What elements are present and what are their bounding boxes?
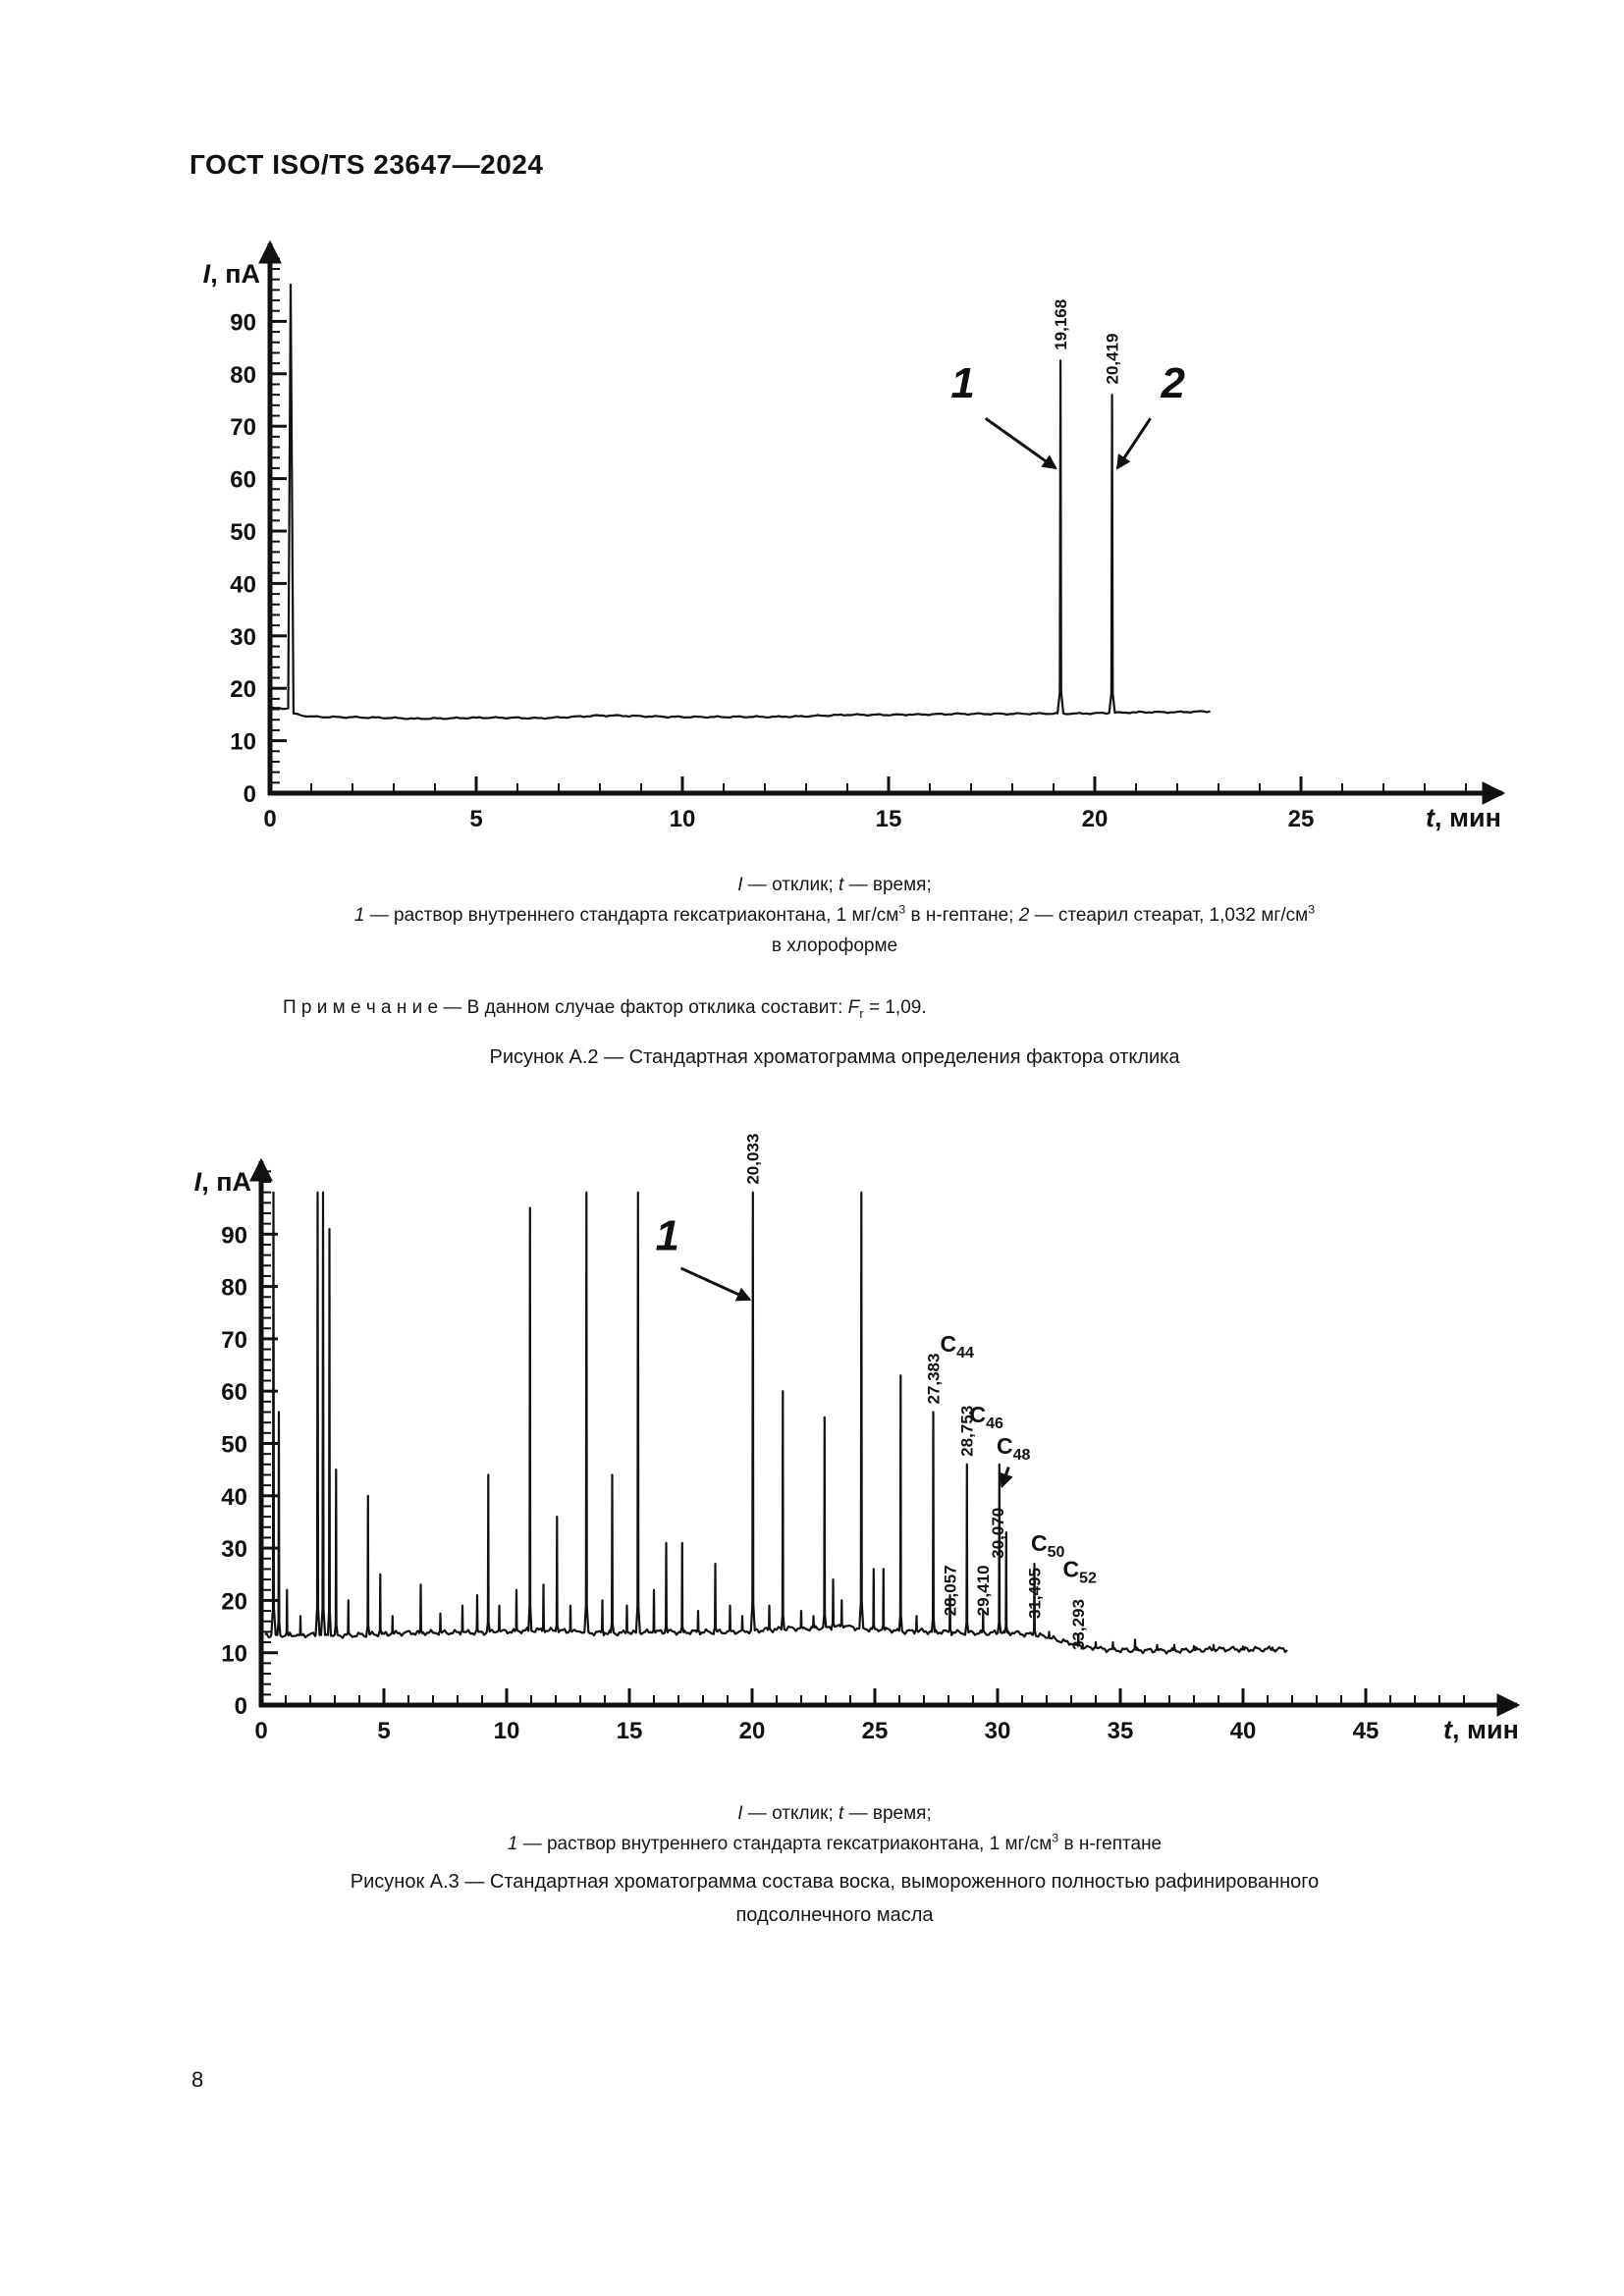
peak-retention-label: 19,168 xyxy=(1052,299,1070,350)
x-tick-label: 20 xyxy=(1082,806,1109,832)
y-tick-label: 80 xyxy=(221,1275,247,1302)
y-tick-label: 80 xyxy=(230,362,256,389)
chromatogram-figure-a2: 0 5 10 15 20 25 0 10 20 30 40 50 60 70 80 90 I, пА t, мин… xyxy=(203,240,1506,832)
x-tick-label: 25 xyxy=(1288,806,1315,832)
x-tick-label: 5 xyxy=(469,806,482,832)
chromatogram-trace xyxy=(269,283,1211,721)
carbon-number-label: C48 xyxy=(997,1433,1031,1464)
x-axis-ticks xyxy=(259,1688,1465,1703)
y-tick-label: 40 xyxy=(221,1484,247,1511)
x-tick-label: 5 xyxy=(377,1718,390,1744)
x-tick-label: 30 xyxy=(985,1718,1011,1744)
legend-line: I — отклик; t — время; xyxy=(737,875,932,895)
chromatogram-figure-a3: 0 5 10 15 20 25 30 35 40 45 0 10 20 30 40 50 60 70 80 90 I, … xyxy=(194,1134,1521,1744)
y-tick-label: 30 xyxy=(230,624,256,651)
figure-a3-caption: Рисунок А.3 — Стандартная хроматограмма … xyxy=(174,1865,1495,1932)
x-tick-label: 35 xyxy=(1108,1718,1134,1744)
annotation-arrow xyxy=(999,1466,1013,1489)
document-header: ГОСТ ISO/TS 23647—2024 xyxy=(189,149,544,180)
legend-line: 1 — раствор внутреннего стандарта гексат… xyxy=(353,902,1316,926)
legend-line: 1 — раствор внутреннего стандарта гексат… xyxy=(507,1831,1163,1854)
chromatogram-trace xyxy=(264,1191,1288,1655)
y-tick-label: 0 xyxy=(235,1693,247,1720)
y-tick-label: 70 xyxy=(230,414,256,441)
x-tick-label: 20 xyxy=(739,1718,766,1744)
y-axis-ticks xyxy=(272,257,287,795)
y-tick-label: 0 xyxy=(244,781,256,808)
x-tick-label: 0 xyxy=(254,1718,267,1744)
figure-a3-caption-line2: подсолнечного масла xyxy=(735,1904,934,1926)
callout-arrow xyxy=(1115,417,1152,470)
y-tick-label: 30 xyxy=(221,1536,247,1563)
y-tick-label: 10 xyxy=(221,1641,247,1668)
legend-line: в хлороформе xyxy=(771,935,898,956)
peak-callout-number: 1 xyxy=(950,359,974,407)
y-tick-label: 20 xyxy=(221,1588,247,1615)
y-tick-label: 10 xyxy=(230,729,256,756)
callout-arrow xyxy=(984,416,1057,470)
legend-line: I — отклик; t — время; xyxy=(737,1803,932,1824)
y-tick-label: 90 xyxy=(230,309,256,336)
x-tick-label: 15 xyxy=(876,806,902,832)
figure-a2-legend: I — отклик; t — время; 1 — раствор внутр… xyxy=(174,870,1495,961)
x-tick-label: 40 xyxy=(1230,1718,1257,1744)
peak-retention-label: 30,070 xyxy=(989,1508,1007,1559)
x-tick-label: 15 xyxy=(617,1718,643,1744)
y-axis-title: I, пА xyxy=(203,259,260,289)
y-tick-label: 20 xyxy=(230,676,256,703)
peak-retention-label: 27,383 xyxy=(925,1354,944,1405)
carbon-number-label: C52 xyxy=(1063,1556,1098,1586)
x-tick-label: 45 xyxy=(1353,1718,1380,1744)
y-tick-label: 90 xyxy=(221,1222,247,1249)
peak-callout-number: 2 xyxy=(1161,359,1186,407)
x-axis-title: t, мин xyxy=(1443,1715,1519,1744)
peak-retention-label: 29,410 xyxy=(974,1565,993,1616)
page-number: 8 xyxy=(191,2067,204,2092)
peak-callout-number: 1 xyxy=(656,1211,679,1259)
peak-retention-label: 20,033 xyxy=(744,1134,763,1185)
y-tick-label: 50 xyxy=(230,519,256,546)
peak-retention-label: 20,419 xyxy=(1104,333,1122,384)
y-axis-ticks xyxy=(263,1170,278,1707)
x-tick-label: 10 xyxy=(494,1718,520,1744)
x-tick-label: 10 xyxy=(670,806,696,832)
figure-a3-legend: I — отклик; t — время; 1 — раствор внутр… xyxy=(174,1798,1495,1859)
figure-a2-note: П р и м е ч а н и е — В данном случае фа… xyxy=(283,997,927,1021)
x-axis-title: t, мин xyxy=(1426,803,1501,832)
y-tick-label: 50 xyxy=(221,1432,247,1459)
carbon-number-label: C44 xyxy=(941,1331,975,1362)
x-axis-ticks xyxy=(268,776,1467,791)
y-tick-label: 60 xyxy=(221,1379,247,1406)
peak-retention-label: 33,293 xyxy=(1069,1599,1088,1650)
carbon-number-label: C46 xyxy=(970,1402,1004,1432)
figure-a2-caption: Рисунок А.2 — Стандартная хроматограмма … xyxy=(489,1046,1180,1068)
y-tick-label: 60 xyxy=(230,467,256,494)
y-tick-label: 70 xyxy=(221,1327,247,1354)
y-tick-label: 40 xyxy=(230,571,256,598)
peak-retention-label: 28,753 xyxy=(958,1406,977,1457)
x-tick-label: 25 xyxy=(862,1718,889,1744)
carbon-number-label: C50 xyxy=(1031,1530,1065,1561)
x-tick-label: 0 xyxy=(263,806,276,832)
y-axis-title: I, пА xyxy=(194,1167,251,1197)
callout-arrow xyxy=(679,1266,752,1302)
peak-retention-label: 31,495 xyxy=(1026,1568,1045,1619)
figure-a3-caption-line1: Рисунок А.3 — Стандартная хроматограмма … xyxy=(350,1871,1320,1893)
peak-retention-label: 28,057 xyxy=(942,1565,960,1616)
